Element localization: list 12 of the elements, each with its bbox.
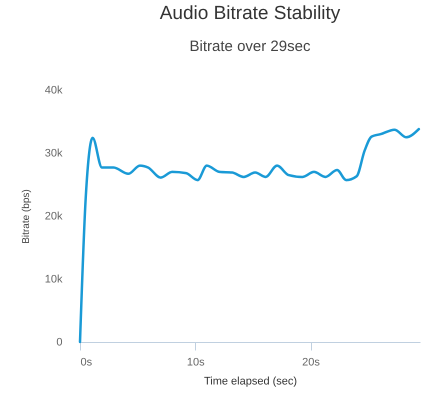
x-tick-label: 20s bbox=[302, 356, 320, 368]
x-tick-label: 10s bbox=[186, 356, 206, 368]
y-tick-label: 40k bbox=[44, 84, 63, 96]
x-axis-title: Time elapsed (sec) bbox=[204, 376, 298, 388]
chart-subtitle: Bitrate over 29sec bbox=[190, 38, 311, 55]
y-axis-title: Bitrate (bps) bbox=[20, 189, 32, 244]
x-tick-label: 0s bbox=[80, 356, 93, 368]
y-tick-label: 20k bbox=[44, 210, 63, 222]
chart-title: Audio Bitrate Stability bbox=[160, 3, 341, 24]
y-tick-label: 10k bbox=[44, 274, 63, 286]
y-tick-label: 30k bbox=[44, 148, 63, 160]
y-tick-label: 0 bbox=[56, 336, 62, 348]
